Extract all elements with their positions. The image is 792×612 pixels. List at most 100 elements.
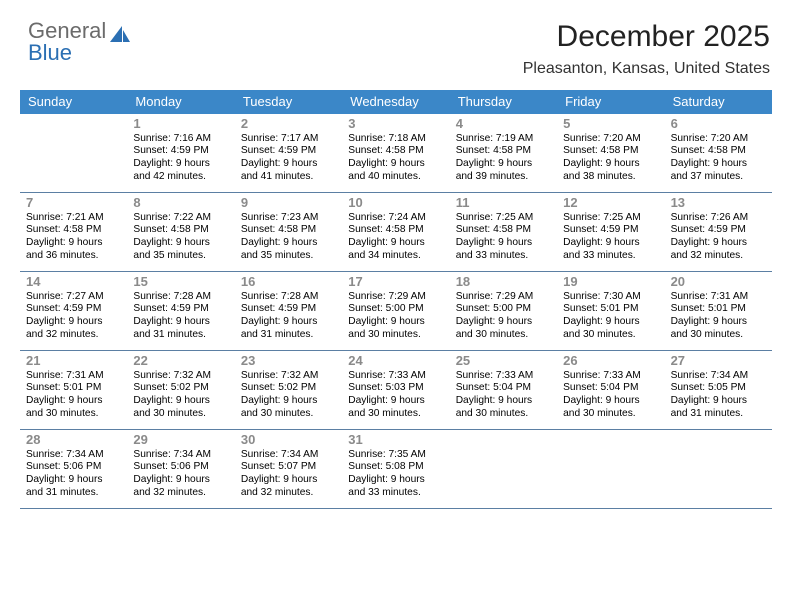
sunset-text: Sunset: 4:58 PM (456, 145, 551, 158)
day-number: 22 (133, 353, 228, 369)
sunrise-text: Sunrise: 7:21 AM (26, 212, 121, 225)
sunset-text: Sunset: 4:59 PM (671, 224, 766, 237)
calendar-cell: 6Sunrise: 7:20 AMSunset: 4:58 PMDaylight… (665, 114, 772, 192)
calendar-cell: 31Sunrise: 7:35 AMSunset: 5:08 PMDayligh… (342, 430, 449, 508)
day-header: Friday (557, 90, 664, 114)
calendar-cell: 2Sunrise: 7:17 AMSunset: 4:59 PMDaylight… (235, 114, 342, 192)
calendar-cell: 7Sunrise: 7:21 AMSunset: 4:58 PMDaylight… (20, 193, 127, 271)
dl2-text: and 30 minutes. (456, 408, 551, 421)
dl2-text: and 32 minutes. (26, 329, 121, 342)
calendar-cell: 15Sunrise: 7:28 AMSunset: 4:59 PMDayligh… (127, 272, 234, 350)
day-header: Sunday (20, 90, 127, 114)
sunrise-text: Sunrise: 7:33 AM (456, 370, 551, 383)
day-number: 14 (26, 274, 121, 290)
dl1-text: Daylight: 9 hours (133, 316, 228, 329)
day-number: 24 (348, 353, 443, 369)
logo-sail-icon (108, 24, 132, 44)
calendar-cell: 23Sunrise: 7:32 AMSunset: 5:02 PMDayligh… (235, 351, 342, 429)
dl2-text: and 30 minutes. (563, 408, 658, 421)
day-number: 8 (133, 195, 228, 211)
day-number: 9 (241, 195, 336, 211)
dl2-text: and 30 minutes. (348, 329, 443, 342)
sunset-text: Sunset: 5:04 PM (456, 382, 551, 395)
calendar-cell (665, 430, 772, 508)
calendar-cell (450, 430, 557, 508)
day-number: 15 (133, 274, 228, 290)
sunset-text: Sunset: 5:06 PM (133, 461, 228, 474)
dl1-text: Daylight: 9 hours (26, 474, 121, 487)
calendar-cell: 21Sunrise: 7:31 AMSunset: 5:01 PMDayligh… (20, 351, 127, 429)
sunrise-text: Sunrise: 7:29 AM (348, 291, 443, 304)
dl2-text: and 39 minutes. (456, 171, 551, 184)
sunset-text: Sunset: 4:58 PM (133, 224, 228, 237)
dl1-text: Daylight: 9 hours (241, 395, 336, 408)
sunrise-text: Sunrise: 7:20 AM (563, 133, 658, 146)
calendar-cell: 26Sunrise: 7:33 AMSunset: 5:04 PMDayligh… (557, 351, 664, 429)
sunrise-text: Sunrise: 7:26 AM (671, 212, 766, 225)
dl1-text: Daylight: 9 hours (133, 158, 228, 171)
calendar-cell (20, 114, 127, 192)
sunset-text: Sunset: 5:06 PM (26, 461, 121, 474)
dl1-text: Daylight: 9 hours (563, 158, 658, 171)
dl1-text: Daylight: 9 hours (671, 395, 766, 408)
calendar-week: 28Sunrise: 7:34 AMSunset: 5:06 PMDayligh… (20, 430, 772, 509)
sunrise-text: Sunrise: 7:24 AM (348, 212, 443, 225)
sunrise-text: Sunrise: 7:18 AM (348, 133, 443, 146)
calendar-cell: 4Sunrise: 7:19 AMSunset: 4:58 PMDaylight… (450, 114, 557, 192)
day-number: 5 (563, 116, 658, 132)
sunset-text: Sunset: 5:07 PM (241, 461, 336, 474)
day-number: 26 (563, 353, 658, 369)
sunset-text: Sunset: 4:59 PM (241, 303, 336, 316)
day-number: 25 (456, 353, 551, 369)
day-header: Saturday (665, 90, 772, 114)
dl1-text: Daylight: 9 hours (241, 316, 336, 329)
sunrise-text: Sunrise: 7:25 AM (456, 212, 551, 225)
day-number: 2 (241, 116, 336, 132)
calendar-cell: 22Sunrise: 7:32 AMSunset: 5:02 PMDayligh… (127, 351, 234, 429)
sunset-text: Sunset: 4:59 PM (133, 303, 228, 316)
dl2-text: and 31 minutes. (671, 408, 766, 421)
dl2-text: and 32 minutes. (133, 487, 228, 500)
dl2-text: and 35 minutes. (241, 250, 336, 263)
day-number: 16 (241, 274, 336, 290)
calendar-cell: 12Sunrise: 7:25 AMSunset: 4:59 PMDayligh… (557, 193, 664, 271)
location-text: Pleasanton, Kansas, United States (20, 60, 770, 78)
dl2-text: and 40 minutes. (348, 171, 443, 184)
sunset-text: Sunset: 5:01 PM (671, 303, 766, 316)
sunrise-text: Sunrise: 7:19 AM (456, 133, 551, 146)
calendar-cell: 25Sunrise: 7:33 AMSunset: 5:04 PMDayligh… (450, 351, 557, 429)
sunset-text: Sunset: 4:58 PM (241, 224, 336, 237)
day-header: Wednesday (342, 90, 449, 114)
calendar-cell: 30Sunrise: 7:34 AMSunset: 5:07 PMDayligh… (235, 430, 342, 508)
dl2-text: and 31 minutes. (26, 487, 121, 500)
day-number: 13 (671, 195, 766, 211)
sunrise-text: Sunrise: 7:22 AM (133, 212, 228, 225)
day-number: 1 (133, 116, 228, 132)
day-number: 31 (348, 432, 443, 448)
sunrise-text: Sunrise: 7:35 AM (348, 449, 443, 462)
calendar-cell: 1Sunrise: 7:16 AMSunset: 4:59 PMDaylight… (127, 114, 234, 192)
day-number: 27 (671, 353, 766, 369)
dl1-text: Daylight: 9 hours (456, 237, 551, 250)
sunset-text: Sunset: 4:59 PM (133, 145, 228, 158)
day-number: 10 (348, 195, 443, 211)
sunset-text: Sunset: 5:04 PM (563, 382, 658, 395)
sunrise-text: Sunrise: 7:20 AM (671, 133, 766, 146)
day-number: 17 (348, 274, 443, 290)
calendar-cell: 10Sunrise: 7:24 AMSunset: 4:58 PMDayligh… (342, 193, 449, 271)
sunset-text: Sunset: 4:58 PM (671, 145, 766, 158)
day-number: 21 (26, 353, 121, 369)
sunset-text: Sunset: 4:59 PM (563, 224, 658, 237)
sunrise-text: Sunrise: 7:32 AM (241, 370, 336, 383)
sunrise-text: Sunrise: 7:34 AM (671, 370, 766, 383)
dl2-text: and 30 minutes. (563, 329, 658, 342)
day-header: Thursday (450, 90, 557, 114)
sunrise-text: Sunrise: 7:33 AM (563, 370, 658, 383)
calendar-cell: 5Sunrise: 7:20 AMSunset: 4:58 PMDaylight… (557, 114, 664, 192)
calendar-cell: 14Sunrise: 7:27 AMSunset: 4:59 PMDayligh… (20, 272, 127, 350)
sunrise-text: Sunrise: 7:30 AM (563, 291, 658, 304)
sunset-text: Sunset: 5:00 PM (456, 303, 551, 316)
sunrise-text: Sunrise: 7:17 AM (241, 133, 336, 146)
day-number: 20 (671, 274, 766, 290)
day-number: 19 (563, 274, 658, 290)
